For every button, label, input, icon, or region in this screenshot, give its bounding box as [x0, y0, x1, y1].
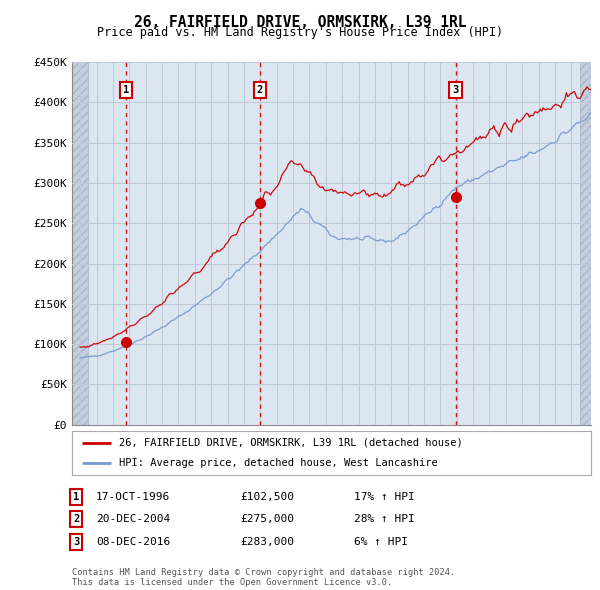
Text: 3: 3 — [452, 85, 459, 95]
Text: 2: 2 — [73, 514, 79, 524]
Text: 6% ↑ HPI: 6% ↑ HPI — [354, 537, 408, 546]
Bar — [72, 62, 88, 425]
Text: 26, FAIRFIELD DRIVE, ORMSKIRK, L39 1RL: 26, FAIRFIELD DRIVE, ORMSKIRK, L39 1RL — [134, 15, 466, 30]
Text: Price paid vs. HM Land Registry's House Price Index (HPI): Price paid vs. HM Land Registry's House … — [97, 26, 503, 39]
Text: 26, FAIRFIELD DRIVE, ORMSKIRK, L39 1RL (detached house): 26, FAIRFIELD DRIVE, ORMSKIRK, L39 1RL (… — [119, 438, 463, 448]
Text: 17-OCT-1996: 17-OCT-1996 — [96, 492, 170, 502]
Text: £275,000: £275,000 — [240, 514, 294, 524]
Text: 1: 1 — [123, 85, 129, 95]
Text: HPI: Average price, detached house, West Lancashire: HPI: Average price, detached house, West… — [119, 458, 437, 468]
Text: £283,000: £283,000 — [240, 537, 294, 546]
Bar — [580, 62, 591, 425]
Text: 20-DEC-2004: 20-DEC-2004 — [96, 514, 170, 524]
Text: 3: 3 — [73, 537, 79, 546]
Text: Contains HM Land Registry data © Crown copyright and database right 2024.
This d: Contains HM Land Registry data © Crown c… — [72, 568, 455, 587]
Text: 2: 2 — [257, 85, 263, 95]
Text: 08-DEC-2016: 08-DEC-2016 — [96, 537, 170, 546]
Text: 17% ↑ HPI: 17% ↑ HPI — [354, 492, 415, 502]
Text: 28% ↑ HPI: 28% ↑ HPI — [354, 514, 415, 524]
Text: £102,500: £102,500 — [240, 492, 294, 502]
Text: 1: 1 — [73, 492, 79, 502]
